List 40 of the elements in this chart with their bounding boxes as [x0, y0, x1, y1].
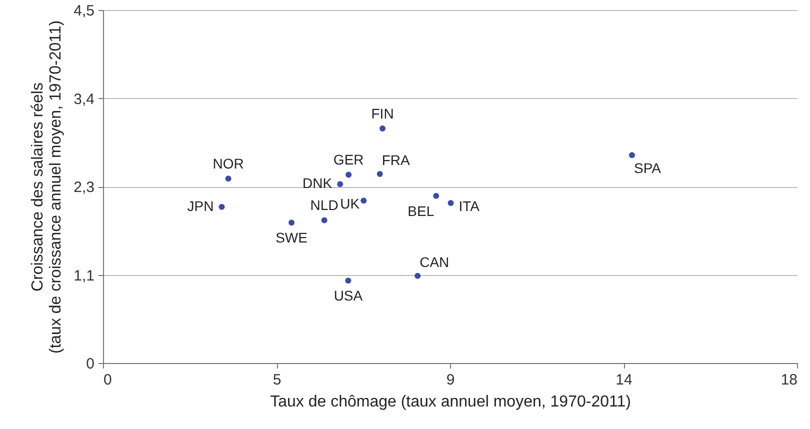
x-tick-label: 0: [104, 372, 112, 388]
annotation: USA: [334, 288, 364, 304]
point: [321, 217, 328, 224]
point: [628, 152, 635, 158]
y-tick-label: 2,3: [74, 179, 94, 196]
annotation: UK: [340, 196, 360, 212]
annotation: CAN: [420, 254, 450, 270]
annotation: FIN: [371, 105, 394, 122]
y-tick-label: 4,5: [74, 2, 94, 20]
x-tick-label: 14: [616, 372, 632, 388]
annotation: JPN: [187, 198, 214, 214]
annotation: FRA: [382, 152, 410, 168]
point: [337, 181, 344, 188]
point: [345, 278, 352, 284]
point: [360, 198, 367, 204]
x-axis-title: Taux de chômage (taux annuel moyen, 1970-2011): [270, 394, 631, 410]
point: [288, 220, 295, 226]
y-axis-title: Croissance des salaires réels (taux de croissance annuel moyen, 1970-2011): [30, 20, 65, 354]
annotation: GER: [333, 152, 364, 168]
y-tick-label: 0: [86, 356, 94, 372]
x-tick-label: 5: [272, 372, 282, 388]
x-tick-label: 9: [446, 372, 455, 388]
y-tick-label: 3,4: [74, 90, 94, 108]
annotation: DNK: [302, 175, 333, 192]
point: [376, 170, 383, 177]
annotation: NLD: [310, 197, 338, 214]
y-tick-label: 1,1: [74, 267, 94, 284]
point: [346, 172, 352, 178]
point: [448, 200, 454, 206]
annotation: NOR: [212, 156, 244, 172]
point: [225, 176, 232, 182]
x-tick-label: 18: [780, 372, 798, 388]
annotation: SWE: [276, 230, 308, 246]
point: [218, 204, 225, 210]
annotation: SPA: [634, 160, 662, 176]
point: [380, 125, 386, 132]
point: [414, 272, 421, 279]
annotation: ITA: [458, 198, 480, 214]
annotation: BEL: [408, 202, 434, 219]
point: [433, 192, 440, 199]
